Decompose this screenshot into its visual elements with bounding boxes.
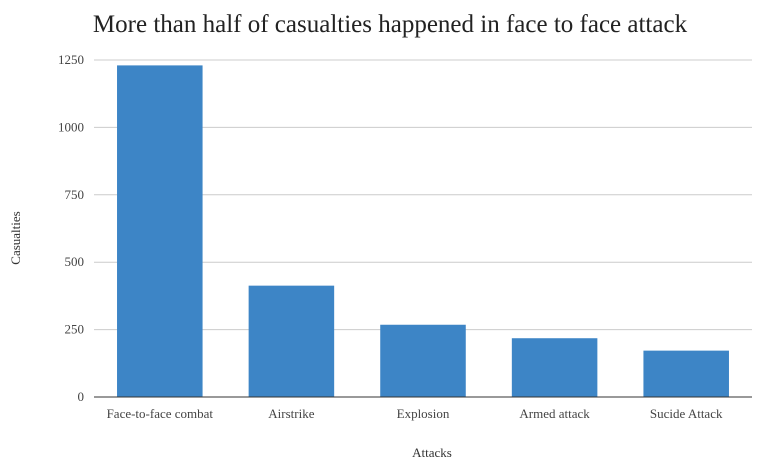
y-axis-title: Casualties — [8, 211, 23, 264]
x-axis-ticks: Face-to-face combat Airstrike Explosion Arm… — [107, 406, 723, 421]
x-axis-title: Attacks — [412, 445, 452, 460]
gridlines — [94, 59, 752, 331]
chart-title: More than half of casualties happened in… — [93, 11, 688, 38]
y-tick-label: 250 — [65, 322, 85, 337]
y-tick-label: 1250 — [58, 52, 84, 67]
y-axis-ticks: 0 250 500 750 1000 1250 — [58, 52, 84, 404]
x-tick-label: Airstrike — [268, 406, 314, 421]
y-tick-label: 750 — [65, 187, 85, 202]
bar — [643, 350, 729, 397]
x-tick-label: Sucide Attack — [650, 406, 723, 421]
x-tick-label: Armed attack — [519, 406, 590, 421]
bar — [380, 324, 466, 397]
y-tick-label: 1000 — [58, 119, 84, 134]
bars — [117, 65, 729, 397]
x-tick-label: Face-to-face combat — [107, 406, 214, 421]
y-tick-label: 0 — [78, 389, 85, 404]
x-tick-label: Explosion — [397, 406, 450, 421]
y-tick-label: 500 — [65, 254, 85, 269]
bar — [248, 285, 335, 397]
bar — [511, 338, 598, 397]
bar — [117, 65, 203, 397]
